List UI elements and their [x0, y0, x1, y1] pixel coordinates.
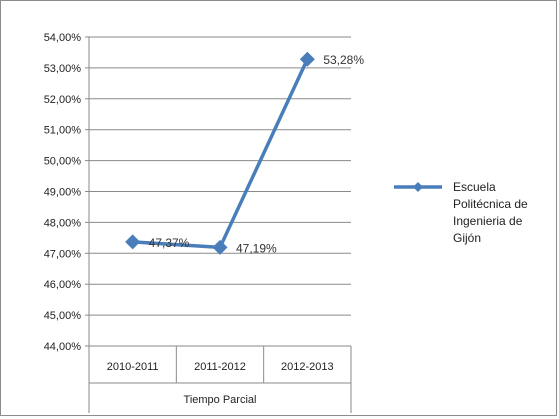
y-tick-label: 49,00% — [44, 187, 82, 199]
x-axis-title: Tiempo Parcial — [184, 394, 257, 406]
legend-label: Ingenieria de — [453, 214, 523, 228]
series-group: 47,37% 47,19% 53,28% — [125, 51, 364, 255]
legend-label: Politécnica de — [453, 197, 528, 211]
data-point-marker — [212, 239, 228, 255]
axes — [85, 36, 352, 413]
y-tick-label: 53,00% — [44, 63, 82, 75]
legend-marker — [413, 182, 423, 192]
legend-label: Escuela — [453, 180, 496, 194]
gridlines — [89, 36, 351, 347]
y-tick-label: 48,00% — [44, 217, 82, 229]
x-category-label: 2010-2011 — [107, 361, 159, 373]
y-tick-label: 52,00% — [44, 94, 82, 106]
y-axis-tick-labels: 44,00% 45,00% 46,00% 47,00% 48,00% 49,00% 50,0… — [44, 32, 82, 353]
y-tick-label: 44,00% — [44, 341, 82, 353]
data-label: 47,37% — [149, 236, 190, 250]
y-tick-label: 50,00% — [44, 156, 82, 168]
data-label: 53,28% — [323, 53, 364, 67]
data-label: 47,19% — [236, 241, 277, 255]
y-tick-label: 51,00% — [44, 125, 82, 137]
legend: Escuela Politécnica de Ingenieria de Gijón — [394, 180, 528, 245]
x-category-label: 2011-2012 — [194, 361, 246, 373]
y-tick-label: 46,00% — [44, 279, 82, 291]
y-tick-label: 45,00% — [44, 310, 82, 322]
x-category-label: 2012-2013 — [281, 361, 334, 373]
series-line — [132, 58, 309, 250]
data-point-marker — [299, 51, 315, 67]
x-axis-category-labels: 2010-2011 2011-2012 2012-2013 — [107, 361, 334, 373]
y-tick-label: 47,00% — [44, 248, 82, 260]
legend-label: Gijón — [453, 231, 481, 245]
data-point-marker — [125, 234, 141, 250]
y-tick-label: 54,00% — [44, 32, 82, 44]
